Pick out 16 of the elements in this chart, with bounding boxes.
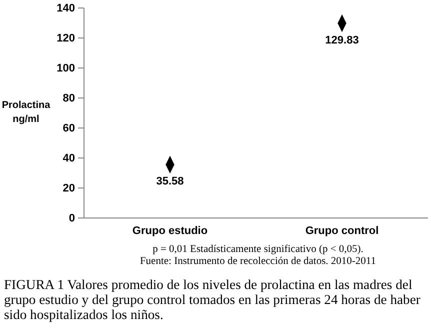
data-label: 35.58 (156, 176, 184, 188)
source-note: Fuente: Instrumento de recolección de datos. 2010-2011 (140, 256, 376, 267)
data-label: 129.83 (325, 34, 359, 46)
y-tick-label: 20 (62, 182, 75, 195)
x-tick-label: Grupo control (305, 224, 379, 237)
y-tick-label: 140 (56, 2, 75, 15)
text: p = 0,01 Estadísticamente significativo (p < 0,05). (152, 244, 364, 255)
y-tick-label: 80 (62, 92, 75, 105)
y-tick-label: 40 (62, 152, 75, 165)
y-tick-label: 100 (56, 62, 75, 75)
x-tick-label: Grupo estudio (132, 224, 208, 237)
y-tick-label: 60 (62, 122, 75, 135)
y-tick-label: 0 (68, 212, 75, 225)
text: FIGURA 1 Valores promedio de los niveles de prolactina en las madres del grupo estudio y del grupo control tomados en las primeras 24 horas de haber sido hospitalizados los niños. (4, 277, 421, 322)
y-axis-title: Prolactina ng/ml (2, 100, 51, 125)
y-tick-label: 120 (56, 32, 75, 45)
